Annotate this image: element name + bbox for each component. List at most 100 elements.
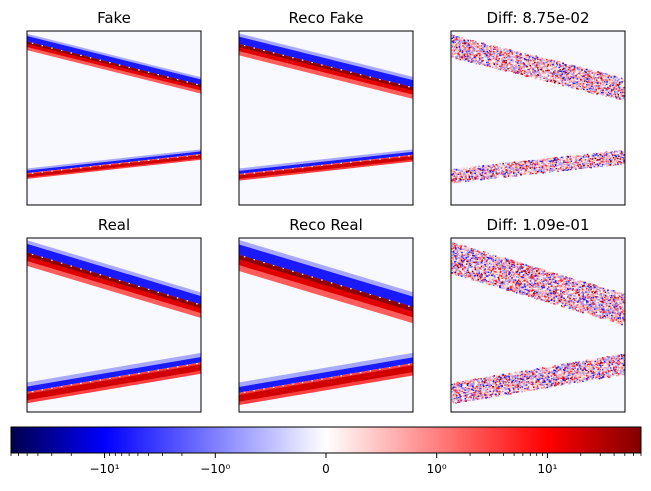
diff-pixel [618,83,621,85]
diff-pixel [618,150,621,152]
diff-pixel [571,86,573,89]
diff-pixel [502,65,504,68]
diff-pixel [529,270,531,272]
center-dot [31,42,34,44]
diff-pixel [567,78,569,80]
diff-pixel [504,58,506,60]
diff-pixel [542,63,544,65]
diff-pixel [580,88,582,90]
diff-pixel [497,55,499,57]
diff-pixel [537,74,539,76]
diff-pixel [544,72,547,74]
diff-pixel [517,165,520,167]
diff-pixel [486,59,489,61]
diff-pixel [614,78,616,81]
diff-pixel [533,166,536,168]
diff-pixel [557,158,559,160]
diff-pixel [485,261,487,264]
diff-pixel [540,72,543,75]
diff-pixel [527,163,529,166]
diff-pixel [502,284,505,286]
diff-pixel [550,60,552,62]
diff-pixel [617,84,620,86]
diff-pixel [581,164,583,166]
diff-pixel [494,255,497,257]
diff-pixel [538,63,540,65]
diff-pixel [484,172,486,175]
diff-pixel [621,78,624,80]
diff-pixel [478,51,480,54]
diff-pixel [569,76,572,79]
diff-pixel [619,87,622,89]
diff-pixel [461,50,464,52]
diff-pixel [497,174,500,177]
diff-pixel [606,151,608,154]
diff-pixel [550,286,553,289]
diff-pixel [596,82,598,84]
diff-pixel [528,68,531,71]
diff-pixel [523,69,526,71]
diff-pixel [590,87,592,90]
diff-pixel [560,166,563,168]
diff-pixel [604,86,607,89]
diff-pixel [557,74,559,76]
diff-pixel [489,53,491,55]
diff-pixel [590,90,592,92]
diff-pixel [491,52,493,54]
diff-pixel [520,281,522,283]
diff-pixel [461,58,464,60]
diff-pixel [543,278,546,281]
diff-pixel [570,165,573,167]
diff-pixel [559,281,562,283]
center-dot [41,45,43,47]
diff-pixel [516,164,519,166]
diff-pixel [457,52,460,54]
diff-pixel [490,177,493,179]
diff-pixel [538,169,540,172]
diff-pixel [559,75,562,77]
diff-pixel [488,58,491,60]
diff-pixel [548,160,550,162]
diff-pixel [514,174,517,176]
diff-pixel [575,157,577,159]
diff-pixel [529,171,532,173]
diff-pixel [498,59,501,61]
diff-pixel [583,73,586,75]
diff-pixel [519,168,521,170]
center-dot [128,66,130,69]
diff-pixel [466,55,469,57]
diff-pixel [459,178,461,180]
diff-pixel [523,164,526,166]
diff-pixel [579,158,581,161]
diff-pixel [495,57,498,60]
diff-pixel [540,165,542,167]
diff-pixel [548,65,550,67]
diff-pixel [506,169,508,172]
diff-pixel [609,157,611,159]
diff-pixel [588,294,591,296]
diff-pixel [556,62,558,64]
diff-pixel [551,168,553,171]
diff-pixel [546,77,548,79]
diff-pixel [549,159,552,161]
diff-pixel [607,152,609,154]
diff-pixel [598,73,601,76]
diff-pixel [581,80,583,82]
diff-pixel [621,82,623,84]
diff-pixel [606,290,609,292]
diff-pixel [578,76,580,78]
diff-pixel [489,60,492,62]
diff-pixel [540,68,543,70]
diff-pixel [569,166,571,169]
diff-pixel [505,56,507,58]
diff-pixel [549,162,552,164]
diff-pixel [543,59,545,61]
diff-pixel [528,163,530,165]
diff-pixel [464,245,466,248]
band-stripe [27,243,201,305]
diff-pixel [575,168,577,170]
diff-pixel [548,80,550,82]
diff-pixel [504,257,507,259]
band-stripe [27,364,201,401]
diff-pixel [519,163,522,165]
